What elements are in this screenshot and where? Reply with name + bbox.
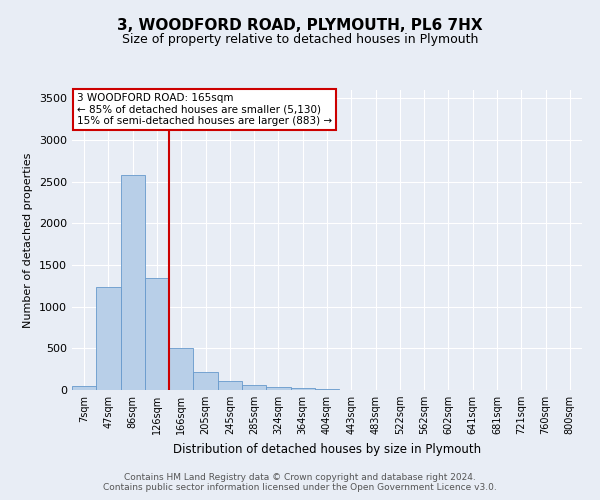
Bar — [169, 348, 193, 390]
Bar — [121, 175, 145, 390]
Bar — [242, 386, 266, 390]
Bar — [315, 389, 339, 390]
X-axis label: Distribution of detached houses by size in Plymouth: Distribution of detached houses by size … — [173, 442, 481, 456]
Bar — [290, 388, 315, 390]
Bar — [218, 381, 242, 390]
Bar — [193, 372, 218, 390]
Bar — [266, 386, 290, 390]
Text: Contains HM Land Registry data © Crown copyright and database right 2024.
Contai: Contains HM Land Registry data © Crown c… — [103, 473, 497, 492]
Text: 3 WOODFORD ROAD: 165sqm
← 85% of detached houses are smaller (5,130)
15% of semi: 3 WOODFORD ROAD: 165sqm ← 85% of detache… — [77, 93, 332, 126]
Text: Size of property relative to detached houses in Plymouth: Size of property relative to detached ho… — [122, 32, 478, 46]
Text: 3, WOODFORD ROAD, PLYMOUTH, PL6 7HX: 3, WOODFORD ROAD, PLYMOUTH, PL6 7HX — [117, 18, 483, 32]
Bar — [96, 286, 121, 390]
Bar — [145, 278, 169, 390]
Bar — [72, 386, 96, 390]
Y-axis label: Number of detached properties: Number of detached properties — [23, 152, 34, 328]
